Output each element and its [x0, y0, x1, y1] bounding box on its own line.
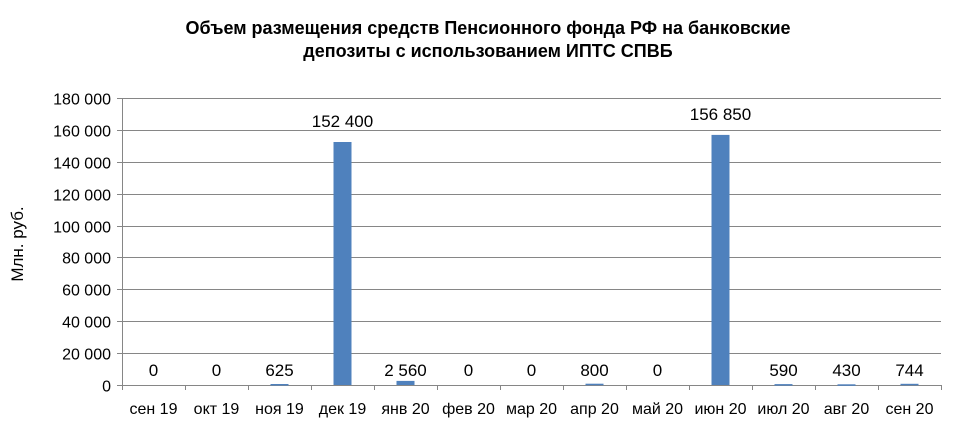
- data-label: 0: [464, 361, 473, 380]
- bar: [711, 134, 730, 385]
- bar: [333, 142, 352, 385]
- x-tick-label: мар 20: [506, 401, 557, 418]
- x-tick-label: янв 20: [381, 401, 429, 418]
- axes: [117, 98, 942, 390]
- x-tick-label: май 20: [632, 401, 683, 418]
- y-tick-label: 0: [102, 379, 111, 396]
- y-tick-label: 60 000: [62, 283, 111, 300]
- bar: [900, 383, 919, 386]
- data-label: 625: [265, 361, 293, 380]
- x-tick-label: сен 19: [130, 401, 178, 418]
- bars: [270, 134, 919, 386]
- bar: [585, 383, 604, 386]
- y-tick-label: 140 000: [53, 156, 111, 173]
- x-tick-label: июл 20: [757, 401, 809, 418]
- bar: [774, 384, 793, 386]
- data-label: 0: [149, 361, 158, 380]
- data-label: 744: [895, 361, 923, 380]
- y-tick-label: 40 000: [62, 315, 111, 332]
- data-label: 430: [832, 361, 860, 380]
- y-tick-label: 20 000: [62, 347, 111, 364]
- y-tick-label: 120 000: [53, 188, 111, 205]
- data-label: 152 400: [312, 112, 373, 131]
- x-tick-label: апр 20: [570, 401, 619, 418]
- x-tick-label: окт 19: [194, 401, 240, 418]
- x-tick-label: июн 20: [694, 401, 746, 418]
- data-label: 590: [769, 361, 797, 380]
- y-tick-label: 80 000: [62, 251, 111, 268]
- data-label: 2 560: [384, 361, 427, 380]
- data-label: 0: [527, 361, 536, 380]
- data-label: 800: [580, 361, 608, 380]
- x-tick-label: фев 20: [442, 401, 495, 418]
- y-axis-label: Млн. руб.: [8, 206, 27, 281]
- y-tick-label: 180 000: [53, 92, 111, 109]
- bar: [837, 384, 856, 386]
- x-tick-label: сен 20: [886, 401, 934, 418]
- data-label: 0: [653, 361, 662, 380]
- bar: [270, 384, 289, 386]
- bar: [396, 380, 415, 385]
- y-tick-labels: 0 20 000 40 000 60 000 80 000 100 000 120 000 1…: [53, 92, 111, 396]
- data-labels: 0 0 625 152 400 2 560 0 0 800 0 156 850 590 430 744: [149, 105, 924, 380]
- grid-lines: [122, 98, 941, 354]
- x-tick-label: авг 20: [824, 401, 870, 418]
- y-tick-label: 100 000: [53, 220, 111, 237]
- y-tick-label: 160 000: [53, 124, 111, 141]
- x-tick-labels: сен 19 окт 19 ноя 19 дек 19 янв 20 фев 20 мар …: [130, 401, 934, 418]
- chart-title-line-2: депозиты с использованием ИПТС СПВБ: [303, 41, 673, 61]
- data-label: 0: [212, 361, 221, 380]
- data-label: 156 850: [690, 105, 751, 124]
- chart-title-line-1: Объем размещения средств Пенсионного фон…: [185, 18, 791, 38]
- x-tick-label: ноя 19: [255, 401, 304, 418]
- x-tick-label: дек 19: [319, 401, 367, 418]
